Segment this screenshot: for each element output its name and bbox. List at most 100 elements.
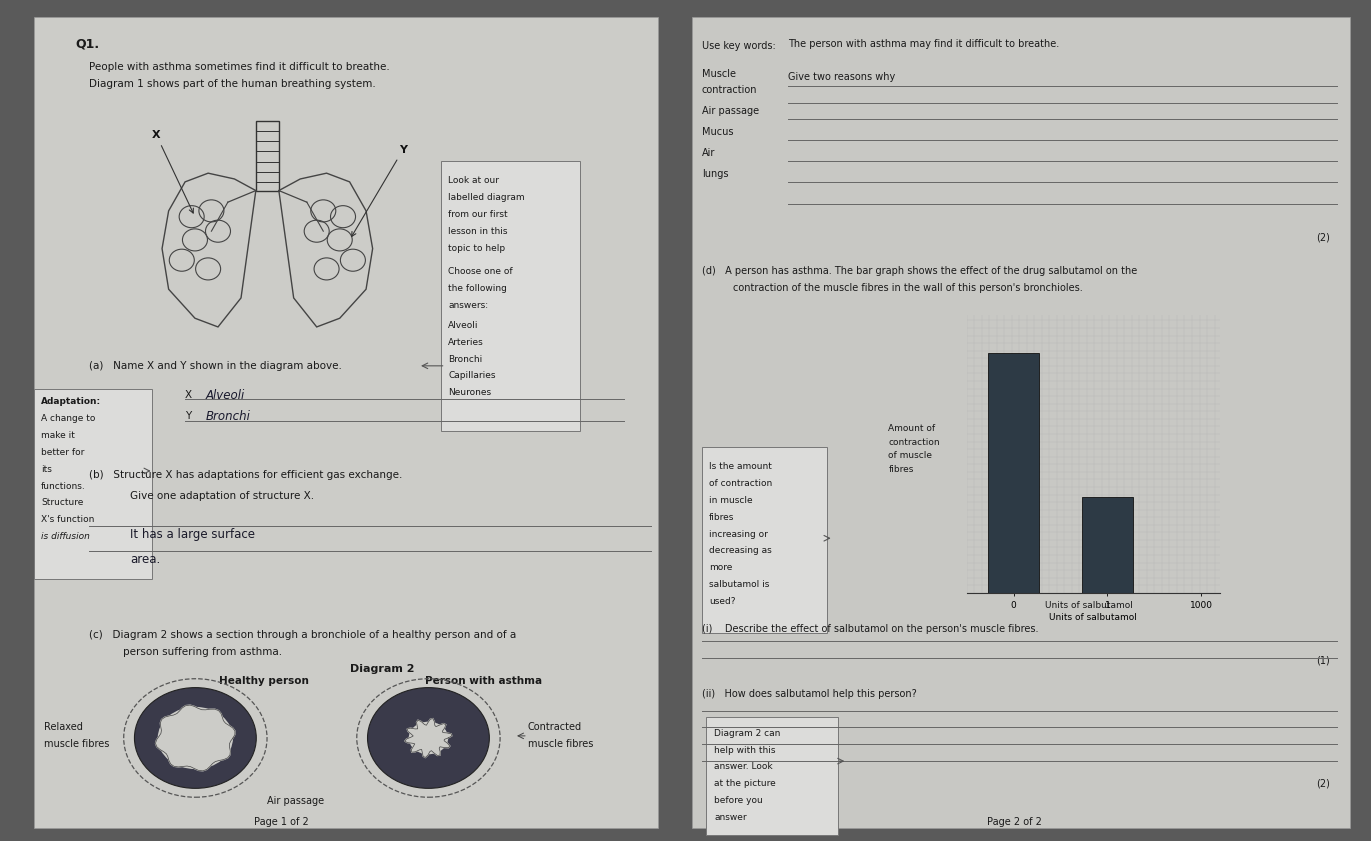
Text: Bronchi: Bronchi — [206, 410, 251, 423]
Text: (b)   Structure X has adaptations for efficient gas exchange.: (b) Structure X has adaptations for effi… — [89, 470, 403, 480]
Text: 1: 1 — [1087, 586, 1093, 595]
Bar — [987, 353, 1039, 593]
Text: muscle fibres: muscle fibres — [44, 739, 110, 749]
Text: Give one adaptation of structure X.: Give one adaptation of structure X. — [130, 491, 314, 501]
Text: X: X — [152, 130, 193, 213]
Text: of muscle: of muscle — [888, 452, 932, 460]
Text: 0: 0 — [968, 586, 973, 595]
Text: more: more — [709, 563, 732, 572]
Text: (ii)   How does salbutamol help this person?: (ii) How does salbutamol help this perso… — [702, 689, 917, 699]
Text: make it: make it — [41, 431, 75, 440]
Text: muscle fibres: muscle fibres — [528, 739, 594, 749]
Text: The person with asthma may find it difficult to breathe.: The person with asthma may find it diffi… — [788, 39, 1060, 49]
Circle shape — [134, 688, 256, 788]
FancyBboxPatch shape — [706, 717, 838, 835]
Text: X's function: X's function — [41, 516, 95, 524]
Polygon shape — [404, 718, 452, 758]
Text: It has a large surface: It has a large surface — [130, 527, 255, 541]
Text: Person with asthma: Person with asthma — [425, 676, 542, 686]
Text: Give two reasons why: Give two reasons why — [788, 72, 895, 82]
Text: topic to help: topic to help — [448, 244, 506, 252]
Text: (1): (1) — [1316, 655, 1330, 665]
Text: Use key words:: Use key words: — [702, 41, 776, 51]
Text: Muscle: Muscle — [702, 69, 736, 79]
Text: Capillaries: Capillaries — [448, 372, 496, 380]
Text: X: X — [185, 390, 192, 400]
Text: lesson in this: lesson in this — [448, 227, 507, 235]
FancyBboxPatch shape — [702, 447, 827, 633]
Circle shape — [409, 722, 448, 754]
Text: Contracted: Contracted — [528, 722, 581, 733]
Text: Diagram 2 can: Diagram 2 can — [714, 729, 780, 738]
Text: decreasing as: decreasing as — [709, 547, 772, 555]
Text: (d)   A person has asthma. The bar graph shows the effect of the drug salbutamol: (d) A person has asthma. The bar graph s… — [702, 266, 1137, 276]
Text: Healthy person: Healthy person — [219, 676, 310, 686]
Text: answer. Look: answer. Look — [714, 763, 773, 771]
Text: Alveoli: Alveoli — [448, 321, 478, 330]
Text: help with this: help with this — [714, 746, 776, 754]
Text: (c)   Diagram 2 shows a section through a bronchiole of a healthy person and of : (c) Diagram 2 shows a section through a … — [89, 630, 517, 640]
Text: Air passage: Air passage — [702, 106, 760, 116]
FancyBboxPatch shape — [34, 17, 658, 828]
Text: Is the amount: Is the amount — [709, 463, 772, 471]
Circle shape — [158, 707, 233, 769]
Text: Choose one of: Choose one of — [448, 267, 513, 276]
Text: Q1.: Q1. — [75, 37, 100, 50]
Text: used?: used? — [709, 597, 735, 606]
Text: is diffusion: is diffusion — [41, 532, 90, 541]
Text: Arteries: Arteries — [448, 338, 484, 346]
Text: Amount of: Amount of — [888, 425, 935, 433]
Text: Relaxed: Relaxed — [44, 722, 82, 733]
Text: lungs: lungs — [702, 169, 728, 179]
Text: of contraction: of contraction — [709, 479, 772, 488]
Text: contraction: contraction — [702, 85, 757, 95]
Text: Look at our: Look at our — [448, 177, 499, 185]
Text: 1000: 1000 — [1196, 586, 1219, 595]
Text: (2): (2) — [1316, 232, 1330, 242]
Text: Y: Y — [185, 411, 192, 421]
Text: Page 2 of 2: Page 2 of 2 — [987, 817, 1042, 828]
Polygon shape — [155, 705, 234, 771]
Text: area.: area. — [130, 553, 160, 566]
Text: answer: answer — [714, 813, 747, 822]
Text: answers:: answers: — [448, 301, 488, 309]
Text: from our first: from our first — [448, 210, 507, 219]
Text: increasing or: increasing or — [709, 530, 768, 538]
Text: Alveoli: Alveoli — [206, 389, 245, 402]
Circle shape — [367, 688, 489, 788]
Text: the following: the following — [448, 284, 507, 293]
Text: Units of salbutamol: Units of salbutamol — [1045, 601, 1132, 610]
Text: A change to: A change to — [41, 415, 96, 423]
Text: Neurones: Neurones — [448, 389, 491, 397]
Text: Air: Air — [702, 148, 716, 158]
Text: Air passage: Air passage — [267, 796, 325, 806]
Text: Structure: Structure — [41, 499, 84, 507]
Text: its: its — [41, 465, 52, 473]
Text: contraction: contraction — [888, 438, 941, 447]
Text: (2): (2) — [1316, 779, 1330, 789]
Text: better for: better for — [41, 448, 85, 457]
Text: Diagram 2: Diagram 2 — [350, 664, 414, 674]
Bar — [1082, 497, 1134, 593]
Text: salbutamol is: salbutamol is — [709, 580, 769, 589]
Text: fibres: fibres — [888, 465, 914, 473]
Text: People with asthma sometimes find it difficult to breathe.: People with asthma sometimes find it dif… — [89, 62, 389, 72]
Text: labelled diagram: labelled diagram — [448, 193, 525, 202]
FancyBboxPatch shape — [692, 17, 1350, 828]
Text: Y: Y — [351, 145, 407, 236]
Text: functions.: functions. — [41, 482, 86, 490]
Text: Bronchi: Bronchi — [448, 355, 483, 363]
Text: at the picture: at the picture — [714, 780, 776, 788]
Text: (i)    Describe the effect of salbutamol on the person's muscle fibres.: (i) Describe the effect of salbutamol on… — [702, 624, 1038, 634]
Text: fibres: fibres — [709, 513, 735, 521]
FancyBboxPatch shape — [441, 161, 580, 431]
Text: (a)   Name X and Y shown in the diagram above.: (a) Name X and Y shown in the diagram ab… — [89, 361, 341, 371]
X-axis label: Units of salbutamol: Units of salbutamol — [1049, 613, 1138, 622]
Text: before you: before you — [714, 796, 764, 805]
Text: contraction of the muscle fibres in the wall of this person's bronchioles.: contraction of the muscle fibres in the … — [733, 283, 1083, 293]
Text: Diagram 1 shows part of the human breathing system.: Diagram 1 shows part of the human breath… — [89, 79, 376, 89]
Text: person suffering from asthma.: person suffering from asthma. — [123, 647, 282, 657]
Text: Page 1 of 2: Page 1 of 2 — [254, 817, 308, 828]
Text: Mucus: Mucus — [702, 127, 733, 137]
FancyBboxPatch shape — [34, 389, 152, 579]
